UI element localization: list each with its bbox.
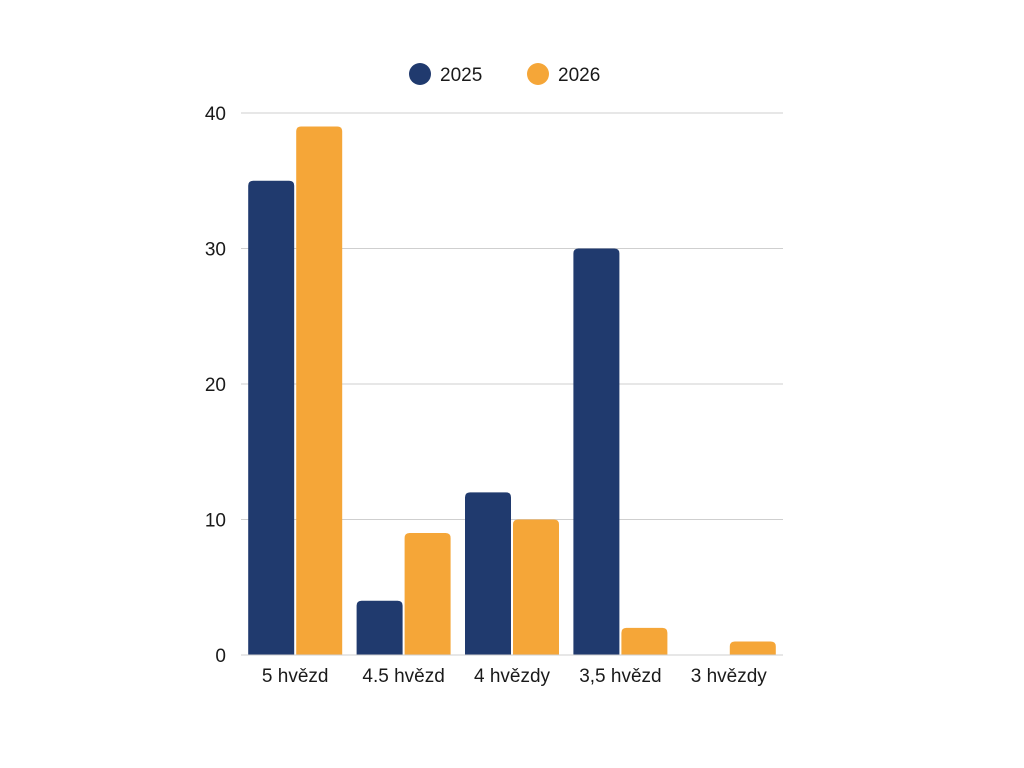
- y-axis: 0 10 20 30 40: [205, 104, 226, 667]
- legend-label: 2025: [440, 65, 482, 86]
- bar-2026-2[interactable]: [513, 519, 559, 656]
- bar-2026-3[interactable]: [621, 627, 668, 655]
- bar-2025-1[interactable]: [356, 600, 403, 655]
- x-tick-label: 3 hvězdy: [691, 666, 768, 687]
- bar-2026-0[interactable]: [296, 126, 343, 656]
- x-tick-label: 5 hvězd: [262, 666, 329, 687]
- y-tick-label: 30: [205, 240, 226, 261]
- bars: [248, 126, 776, 656]
- bar-2026-1[interactable]: [404, 533, 451, 655]
- x-tick-label: 4 hvězdy: [474, 666, 551, 687]
- y-tick-label: 20: [205, 375, 226, 396]
- legend-swatch-2026: [527, 63, 549, 85]
- legend: 2025 2026: [409, 63, 600, 86]
- bar-2025-2[interactable]: [465, 492, 511, 655]
- x-axis: 5 hvězd 4.5 hvězd 4 hvězdy 3,5 hvězd 3 hvězd…: [241, 654, 783, 687]
- x-tick-label: 4.5 hvězd: [362, 666, 444, 687]
- bar-2025-0[interactable]: [248, 180, 295, 655]
- bar-2026-4[interactable]: [729, 641, 776, 655]
- y-tick-label: 0: [215, 646, 226, 667]
- y-tick-label: 40: [205, 104, 226, 125]
- bar-2025-3[interactable]: [573, 248, 620, 656]
- y-tick-label: 10: [205, 511, 226, 532]
- x-tick-label: 3,5 hvězd: [579, 666, 661, 687]
- legend-label: 2026: [558, 65, 600, 86]
- legend-swatch-2025: [409, 63, 431, 85]
